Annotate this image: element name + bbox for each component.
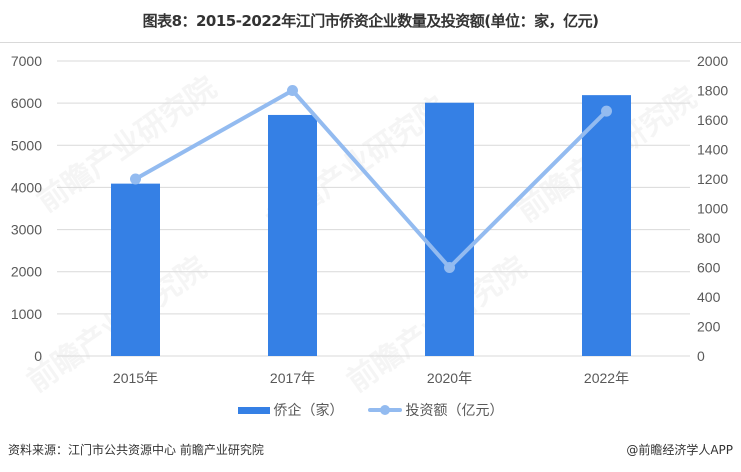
- right-tick-label: 2000: [697, 53, 728, 69]
- credit-note: @前瞻经济学人APP: [626, 443, 733, 457]
- right-tick-label: 600: [697, 260, 721, 276]
- left-tick-label: 3000: [11, 222, 42, 238]
- legend-item-line: 投资额（亿元）: [367, 400, 504, 420]
- line-series: [130, 85, 612, 273]
- right-tick-label: 1000: [697, 201, 728, 217]
- right-tick-label: 800: [697, 230, 721, 246]
- bar: [425, 102, 474, 356]
- left-tick-label: 6000: [11, 95, 42, 111]
- left-tick-label: 1000: [11, 306, 42, 322]
- left-tick-label: 0: [34, 348, 42, 364]
- left-tick-label: 2000: [11, 264, 42, 280]
- right-tick-label: 200: [697, 319, 721, 335]
- right-tick-label: 1800: [697, 83, 728, 99]
- x-axis: 2015年 2017年 2020年 2022年: [113, 370, 629, 386]
- bar-series: [111, 95, 631, 356]
- legend: 侨企（家） 投资额（亿元）: [0, 400, 741, 420]
- right-tick-label: 400: [697, 289, 721, 305]
- title-divider: [0, 42, 741, 43]
- legend-item-bar: 侨企（家）: [237, 400, 344, 420]
- gridlines: [57, 60, 690, 357]
- right-axis: 0 200 400 600 800 1000 1200 1400 1600 1800 2000: [697, 53, 728, 364]
- left-tick-label: 5000: [11, 137, 42, 153]
- right-tick-label: 1600: [697, 112, 728, 128]
- left-tick-label: 7000: [11, 53, 42, 69]
- bar: [582, 95, 631, 356]
- x-tick-label: 2017年: [270, 370, 315, 386]
- line-marker-icon: [367, 405, 402, 415]
- legend-label: 投资额（亿元）: [405, 403, 504, 419]
- right-tick-label: 1400: [697, 142, 728, 158]
- right-tick-label: 0: [697, 348, 705, 364]
- line-marker: [130, 173, 141, 185]
- x-tick-label: 2020年: [427, 370, 472, 386]
- bar: [268, 114, 317, 356]
- line-marker: [444, 262, 455, 273]
- x-tick-label: 2022年: [584, 370, 629, 386]
- left-axis: 0 1000 2000 3000 4000 5000 6000 7000: [11, 53, 42, 364]
- left-tick-label: 4000: [11, 179, 42, 195]
- right-tick-label: 1200: [697, 171, 728, 187]
- bar-swatch-icon: [237, 406, 270, 414]
- line-path: [134, 88, 608, 270]
- chart-title: 图表8：2015-2022年江门市侨资企业数量及投资额(单位：家，亿元): [142, 12, 599, 30]
- x-tick-label: 2015年: [113, 370, 158, 386]
- bar: [111, 183, 160, 356]
- legend-label: 侨企（家）: [273, 403, 344, 419]
- line-marker: [601, 105, 612, 117]
- line-marker: [287, 85, 298, 96]
- source-note: 资料来源：江门市公共资源中心 前瞻产业研究院: [8, 443, 264, 457]
